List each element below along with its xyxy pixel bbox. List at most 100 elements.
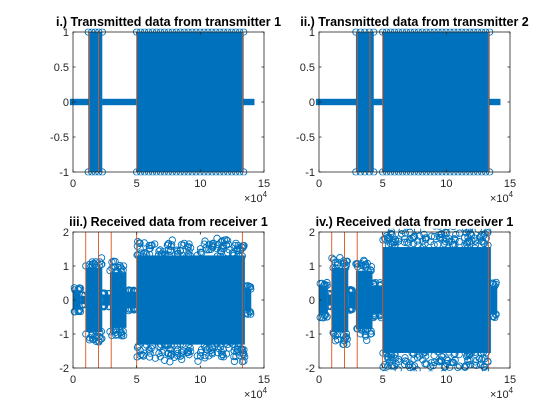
- data-point: [357, 326, 366, 334]
- data-point: [391, 351, 399, 359]
- subplot-title: iv.) Received data from receiver 1: [316, 215, 514, 229]
- data-point-outlier: [388, 231, 396, 239]
- data-point: [406, 363, 414, 372]
- data-point-outlier: [194, 357, 202, 365]
- data-block-1: [136, 32, 244, 172]
- data-point-outlier: [160, 356, 169, 364]
- data-block-0: [355, 32, 374, 172]
- data-point-outlier: [387, 362, 396, 370]
- x-tick-label: 15: [504, 374, 516, 386]
- data-point: [451, 349, 459, 358]
- data-block-3: [102, 294, 110, 306]
- data-point: [141, 343, 149, 351]
- data-point-outlier: [209, 239, 217, 247]
- data-point: [126, 305, 134, 313]
- data-point-outlier: [413, 366, 421, 372]
- data-point-outlier: [450, 228, 457, 231]
- data-point: [234, 250, 243, 258]
- data-point: [197, 249, 206, 257]
- data-point: [220, 353, 228, 361]
- data-point: [234, 339, 243, 348]
- data-point: [213, 340, 221, 348]
- subplot-title: iii.) Received data from receiver 1: [69, 215, 268, 229]
- data-point-outlier: [336, 254, 344, 262]
- x-tick-label: 10: [194, 178, 206, 190]
- data-point-outlier: [168, 236, 176, 244]
- x-tick-label: 5: [134, 374, 140, 386]
- y-tick-label: 1: [63, 27, 69, 39]
- data-point-outlier: [394, 366, 402, 372]
- x-tick-label: 10: [440, 374, 452, 386]
- data-point-outlier: [454, 363, 462, 372]
- x-exponent-label: ×104: [490, 190, 514, 205]
- data-point-outlier: [397, 230, 406, 238]
- data-point: [463, 238, 471, 247]
- data-block-5: [126, 291, 137, 309]
- data-point: [193, 251, 201, 259]
- x-exponent-label: ×104: [244, 190, 268, 205]
- data-point-outlier: [92, 337, 100, 346]
- data-point: [232, 239, 240, 248]
- data-layer: [315, 28, 501, 176]
- data-point: [471, 358, 480, 366]
- data-block-1: [382, 32, 490, 172]
- data-point: [367, 267, 375, 275]
- data-block-4: [355, 270, 373, 330]
- data-point: [331, 264, 340, 273]
- data-point: [76, 284, 84, 292]
- data-point: [403, 358, 411, 366]
- data-point-outlier: [112, 331, 120, 339]
- data-block-1: [327, 294, 332, 306]
- data-point-outlier: [481, 366, 490, 372]
- data-point: [400, 238, 409, 246]
- data-point: [112, 268, 121, 276]
- data-point-outlier: [444, 228, 451, 231]
- data-block-2: [331, 267, 349, 333]
- data-point-outlier: [222, 236, 230, 244]
- data-point: [164, 246, 172, 254]
- data-point: [480, 240, 489, 248]
- data-point-outlier: [201, 237, 209, 245]
- data-point-outlier: [213, 234, 221, 242]
- x-exponent-label: ×104: [490, 386, 514, 401]
- data-block-5: [372, 286, 383, 314]
- data-point-outlier: [413, 228, 422, 234]
- data-point: [345, 306, 354, 314]
- data-point: [419, 356, 427, 364]
- data-point-outlier: [170, 353, 179, 361]
- y-tick-label: 0: [63, 295, 69, 307]
- data-point-outlier: [432, 228, 438, 230]
- data-point-outlier: [343, 340, 351, 348]
- data-point-outlier: [241, 353, 249, 361]
- data-point: [477, 349, 486, 358]
- x-tick-label: 5: [380, 374, 386, 386]
- data-point: [437, 230, 445, 238]
- data-point-outlier: [151, 240, 159, 248]
- y-tick-label: 0: [63, 97, 69, 109]
- x-tick-label: 0: [70, 178, 76, 190]
- data-block-6: [136, 255, 245, 345]
- data-point: [444, 244, 452, 252]
- y-tick-label: -1: [305, 167, 315, 179]
- data-point-outlier: [363, 336, 371, 345]
- data-block-0: [88, 32, 103, 172]
- data-point-outlier: [240, 357, 248, 365]
- data-point: [224, 340, 232, 349]
- data-point: [232, 352, 240, 361]
- data-point: [434, 241, 442, 249]
- y-tick-label: 1: [309, 261, 315, 273]
- data-point: [414, 241, 422, 249]
- data-block-6: [382, 247, 491, 353]
- data-point: [163, 241, 172, 249]
- data-point: [213, 252, 221, 260]
- data-point: [451, 240, 459, 248]
- data-point: [230, 249, 238, 258]
- data-point: [245, 283, 254, 291]
- y-tick-label: 1: [63, 261, 69, 273]
- data-block-4: [109, 272, 127, 328]
- data-point-outlier: [166, 352, 175, 360]
- data-point-outlier: [452, 230, 460, 239]
- data-point-outlier: [387, 228, 395, 235]
- y-tick-label: 0.5: [54, 62, 69, 74]
- data-point: [92, 327, 100, 336]
